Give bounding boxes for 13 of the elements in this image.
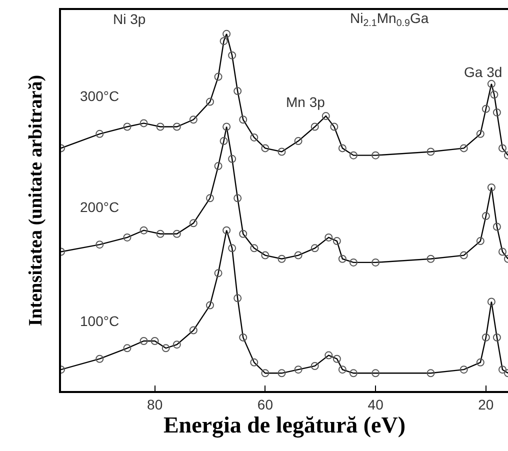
annotation: Mn 3p	[286, 94, 326, 110]
series-label: 200°C	[80, 199, 120, 215]
x-tick-label: 20	[478, 396, 494, 413]
series-label: 300°C	[80, 88, 120, 104]
x-tick-label: 40	[368, 396, 384, 413]
x-axis-title: Energia de legătură (eV)	[163, 412, 406, 439]
x-tick-label: 60	[257, 396, 274, 413]
text: Ni 3p	[113, 11, 146, 27]
annotation: Ga 3d	[464, 64, 502, 80]
series-label: 100°C	[80, 313, 120, 329]
y-axis-title: Intensitatea (unitate arbitrară)	[26, 74, 47, 326]
text: Ni$_{2.1}$Mn$_{0.9}$Ga	[350, 10, 429, 29]
x-tick-label: 80	[147, 396, 163, 413]
